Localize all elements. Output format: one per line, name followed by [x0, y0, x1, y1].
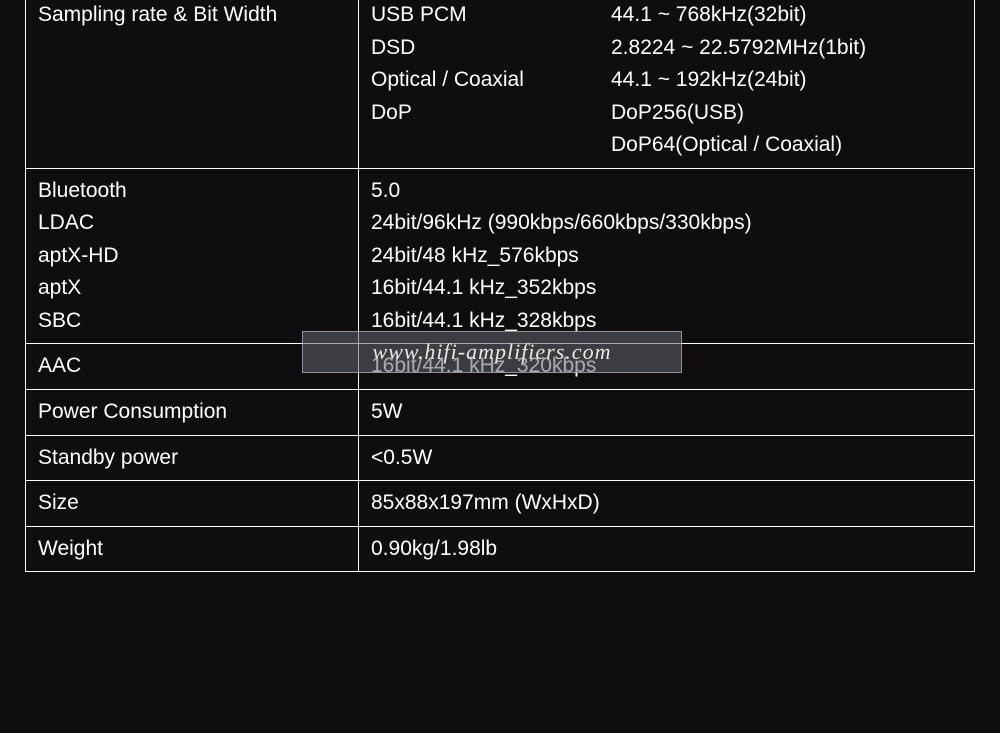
- spec-subrow-left: USB PCM: [371, 0, 611, 32]
- spec-value: 5.0 24bit/96kHz (990kbps/660kbps/330kbps…: [359, 168, 975, 344]
- spec-label: Power Consumption: [26, 390, 359, 436]
- spec-value-line: 24bit/48 kHz_576kbps: [371, 240, 964, 273]
- spec-subrow-right: DoP256(USB): [611, 97, 964, 130]
- spec-value: 16bit/44.1 kHz_320kbps: [359, 344, 975, 390]
- spec-subrow-left: [371, 129, 611, 162]
- spec-value: 0.90kg/1.98lb: [359, 526, 975, 572]
- spec-subrow: DoP64(Optical / Coaxial): [371, 129, 964, 162]
- spec-subrow-right: DoP64(Optical / Coaxial): [611, 129, 964, 162]
- spec-subrow: DSD 2.8224 ~ 22.5792MHz(1bit): [371, 32, 964, 65]
- spec-label: Weight: [26, 526, 359, 572]
- spec-label-line: SBC: [38, 305, 348, 338]
- table-row: AAC 16bit/44.1 kHz_320kbps: [26, 344, 975, 390]
- spec-label-line: aptX-HD: [38, 240, 348, 273]
- table-row: Weight 0.90kg/1.98lb: [26, 526, 975, 572]
- spec-value: <0.5W: [359, 435, 975, 481]
- spec-label: Sampling rate & Bit Width: [26, 0, 359, 168]
- spec-subrow-left: DoP: [371, 97, 611, 130]
- spec-subrow-left: Optical / Coaxial: [371, 64, 611, 97]
- spec-subrow: DoP DoP256(USB): [371, 97, 964, 130]
- spec-subrow: USB PCM 44.1 ~ 768kHz(32bit): [371, 0, 964, 32]
- spec-label: AAC: [26, 344, 359, 390]
- spec-label: Standby power: [26, 435, 359, 481]
- spec-label-line: aptX: [38, 272, 348, 305]
- spec-label: Bluetooth LDAC aptX-HD aptX SBC: [26, 168, 359, 344]
- spec-table: Sampling rate & Bit Width USB PCM 44.1 ~…: [25, 0, 975, 572]
- spec-value: 85x88x197mm (WxHxD): [359, 481, 975, 527]
- spec-value-line: 24bit/96kHz (990kbps/660kbps/330kbps): [371, 207, 964, 240]
- spec-value-line: 16bit/44.1 kHz_328kbps: [371, 305, 964, 338]
- spec-subrow: Optical / Coaxial 44.1 ~ 192kHz(24bit): [371, 64, 964, 97]
- spec-subrow-right: 2.8224 ~ 22.5792MHz(1bit): [611, 32, 964, 65]
- spec-value-line: 5.0: [371, 175, 964, 208]
- spec-label-line: Bluetooth: [38, 175, 348, 208]
- spec-label-line: LDAC: [38, 207, 348, 240]
- table-row: Standby power <0.5W: [26, 435, 975, 481]
- spec-label: Size: [26, 481, 359, 527]
- spec-value: 5W: [359, 390, 975, 436]
- table-row: Size 85x88x197mm (WxHxD): [26, 481, 975, 527]
- table-row: Bluetooth LDAC aptX-HD aptX SBC 5.0 24bi…: [26, 168, 975, 344]
- table-row: Sampling rate & Bit Width USB PCM 44.1 ~…: [26, 0, 975, 168]
- spec-value-line: 16bit/44.1 kHz_352kbps: [371, 272, 964, 305]
- spec-subrow-left: DSD: [371, 32, 611, 65]
- spec-subrow-right: 44.1 ~ 192kHz(24bit): [611, 64, 964, 97]
- table-row: Power Consumption 5W: [26, 390, 975, 436]
- spec-subrow-right: 44.1 ~ 768kHz(32bit): [611, 0, 964, 32]
- spec-value: USB PCM 44.1 ~ 768kHz(32bit) DSD 2.8224 …: [359, 0, 975, 168]
